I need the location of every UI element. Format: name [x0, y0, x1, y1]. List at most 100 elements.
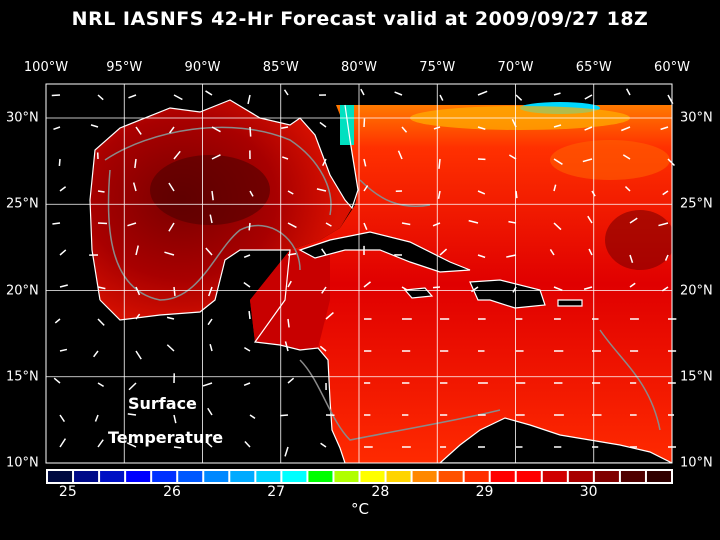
- colorbar-tick-label: 25: [58, 484, 77, 500]
- colorbar-swatch: [282, 471, 307, 482]
- wind-arrow: [211, 126, 221, 133]
- puerto-rico: [557, 299, 583, 307]
- wind-arrow: [168, 222, 175, 232]
- wind-arrow: [287, 280, 292, 288]
- wind-arrow: [319, 121, 327, 128]
- figure-title: NRL IASNFS 42-Hr Forecast valid at 2009/…: [71, 8, 649, 30]
- wind-arrow: [432, 286, 441, 289]
- wind-arrow: [437, 190, 441, 199]
- wind-arrow: [173, 94, 183, 101]
- wind-arrow: [135, 350, 142, 360]
- wind-arrow: [363, 185, 369, 192]
- lon-label: 95°W: [106, 60, 143, 75]
- wind-arrow: [363, 158, 367, 167]
- wind-arrow: [127, 413, 137, 416]
- wind-arrow: [438, 158, 441, 169]
- lon-label: 60°W: [654, 60, 690, 75]
- colorbar-swatch: [412, 471, 437, 482]
- wind-arrow: [135, 245, 139, 256]
- wind-arrow: [508, 154, 517, 160]
- wind-arrow: [135, 126, 142, 135]
- wind-arrow: [316, 188, 327, 192]
- wind-arrow: [202, 382, 213, 387]
- colorbar-swatch: [438, 471, 463, 482]
- wind-arrow: [97, 190, 105, 193]
- wind-arrow: [658, 222, 669, 227]
- wind-arrow: [506, 254, 517, 258]
- colorbar-tick-label: 27: [267, 484, 286, 500]
- colorbar-swatch: [360, 471, 385, 482]
- wind-arrow: [515, 190, 518, 199]
- colorbar-swatch: [542, 471, 567, 482]
- wind-arrow: [248, 310, 251, 320]
- wind-arrow: [244, 441, 251, 448]
- colorbar-swatch: [386, 471, 411, 482]
- wind-arrow: [280, 414, 289, 417]
- lon-label: 70°W: [497, 60, 534, 75]
- wind-arrow: [319, 345, 327, 352]
- wind-arrow: [207, 318, 213, 326]
- wind-arrow: [322, 158, 327, 166]
- colorbar-swatch: [126, 471, 151, 482]
- wind-arrow: [128, 94, 137, 99]
- wind-arrow: [53, 377, 61, 384]
- wind-arrow: [629, 254, 634, 263]
- wind-arrow: [553, 184, 557, 192]
- wind-arrow: [97, 94, 104, 101]
- wind-arrow: [553, 286, 563, 292]
- wind-arrow: [90, 124, 99, 128]
- wind-arrow: [59, 284, 68, 288]
- map-label-line2: Temperature: [108, 428, 224, 447]
- wind-arrow: [126, 442, 137, 448]
- wind-arrow: [363, 222, 368, 230]
- colorbar-frame: [46, 469, 673, 484]
- wind-arrow: [401, 222, 411, 226]
- caribbean-west: [250, 250, 330, 350]
- wind-arrow: [394, 91, 403, 96]
- lon-label: 100°W: [23, 60, 69, 75]
- wind-arrow: [97, 382, 104, 388]
- wind-arrow: [53, 126, 61, 131]
- wind-arrow: [401, 286, 409, 292]
- wind-arrow: [553, 92, 561, 96]
- wind-arrow: [173, 150, 181, 160]
- colorbar-unit: °C: [351, 500, 369, 518]
- wind-arrow: [432, 222, 441, 227]
- wind-arrow: [667, 158, 676, 167]
- lon-label: 90°W: [184, 60, 221, 75]
- wind-arrow: [553, 124, 562, 128]
- wind-arrow: [583, 286, 593, 290]
- wind-arrow: [205, 90, 213, 96]
- wind-arrow: [664, 254, 669, 261]
- colorbar-tick-label: 29: [475, 484, 494, 500]
- colorbar-swatch: [620, 471, 645, 482]
- wind-arrow: [52, 222, 61, 225]
- wind-arrow: [164, 251, 175, 256]
- gulf-coastline: [89, 99, 359, 301]
- wind-arrow: [135, 286, 141, 296]
- wind-arrow: [363, 281, 371, 288]
- wind-arrow: [207, 407, 213, 416]
- lat-label: 10°N: [680, 455, 713, 471]
- wind-arrow: [477, 254, 486, 259]
- colorbar-tick-label: 26: [163, 484, 181, 500]
- wind-arrow: [282, 156, 289, 160]
- wind-arrow: [93, 350, 99, 358]
- cuba: [298, 231, 471, 273]
- bathymetry-contour: [104, 126, 661, 441]
- colorbar-swatch: [646, 471, 671, 482]
- cool-strip-florida: [340, 105, 354, 145]
- wind-arrow: [249, 190, 254, 197]
- wind-arrow: [59, 438, 67, 448]
- colorbar-swatch: [464, 471, 489, 482]
- wind-arrow: [134, 158, 137, 169]
- south-america-coast: [439, 417, 672, 463]
- wind-arrow: [211, 154, 221, 160]
- wind-arrow: [166, 344, 175, 352]
- wind-arrow: [553, 158, 563, 165]
- wind-arrow: [553, 222, 562, 231]
- colorbar-swatch: [178, 471, 203, 482]
- wind-arrow: [243, 281, 251, 288]
- lat-label: 30°N: [680, 110, 713, 126]
- colorbar-swatch: [152, 471, 177, 482]
